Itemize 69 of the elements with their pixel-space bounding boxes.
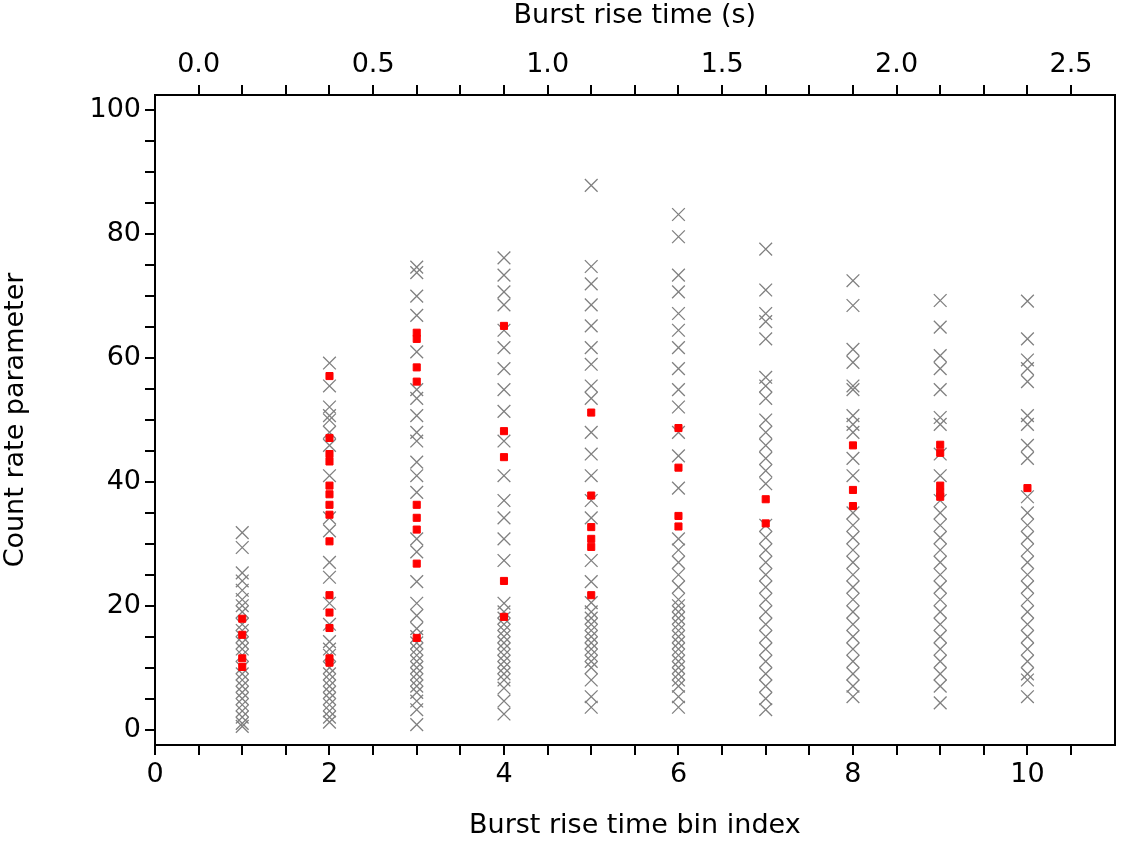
x2-tick-label: 2.5 [1049, 46, 1093, 78]
point [936, 448, 945, 457]
point [587, 523, 596, 532]
x2-tick-label: 0.0 [177, 46, 221, 78]
point [325, 457, 334, 466]
point [761, 519, 770, 528]
point [761, 495, 770, 504]
x2-axis-title: Burst rise time (s) [513, 0, 757, 30]
point [325, 510, 334, 519]
y-tick-label: 80 [106, 216, 141, 248]
point [499, 576, 509, 585]
point [412, 363, 421, 372]
point [848, 441, 857, 450]
point [674, 463, 683, 472]
x-tick-label: 2 [320, 757, 339, 789]
point [587, 534, 596, 543]
point [499, 612, 509, 621]
point [325, 608, 334, 617]
point [412, 513, 421, 522]
point [674, 522, 683, 531]
point [674, 424, 683, 433]
x-tick-label: 8 [844, 757, 862, 789]
point [325, 450, 334, 459]
point [325, 433, 334, 442]
point [325, 500, 334, 509]
point [325, 372, 334, 381]
x-tick-label: 6 [669, 757, 688, 789]
y-tick-label: 60 [106, 340, 141, 372]
point [325, 623, 334, 633]
point [1023, 484, 1032, 493]
point [325, 481, 334, 490]
x2-tick-label: 0.5 [351, 46, 395, 78]
y-tick-label: 0 [123, 711, 141, 743]
point [238, 614, 247, 623]
point [587, 408, 596, 417]
point [848, 502, 857, 511]
x-tick-label: 10 [1010, 757, 1045, 789]
point [587, 491, 596, 500]
x2-tick-label: 2.0 [875, 46, 919, 78]
point [499, 321, 509, 330]
x2-tick-label: 1.0 [526, 46, 570, 78]
point [499, 427, 509, 436]
x-tick-label: 4 [495, 757, 513, 789]
point [848, 485, 857, 494]
point [412, 559, 421, 568]
y-tick-label: 100 [89, 92, 141, 124]
point [499, 453, 509, 462]
y-axis-title: Count rate parameter [0, 271, 30, 568]
point [238, 630, 247, 639]
point [412, 633, 421, 642]
x-tick-label: 0 [146, 757, 164, 789]
point [412, 334, 421, 343]
point [325, 537, 334, 546]
point [412, 525, 421, 534]
x2-tick-label: 1.5 [700, 46, 744, 78]
point [412, 500, 421, 509]
point [325, 490, 334, 499]
point [936, 440, 945, 449]
x-axis-title: Burst rise time bin index [469, 807, 801, 839]
point [587, 542, 596, 551]
point [674, 511, 683, 520]
point [325, 658, 334, 667]
point [587, 591, 596, 600]
point [325, 591, 334, 600]
y-tick-label: 20 [106, 587, 141, 619]
point [238, 654, 247, 663]
y-tick-label: 40 [106, 463, 141, 495]
point [936, 492, 945, 501]
point [412, 377, 421, 386]
